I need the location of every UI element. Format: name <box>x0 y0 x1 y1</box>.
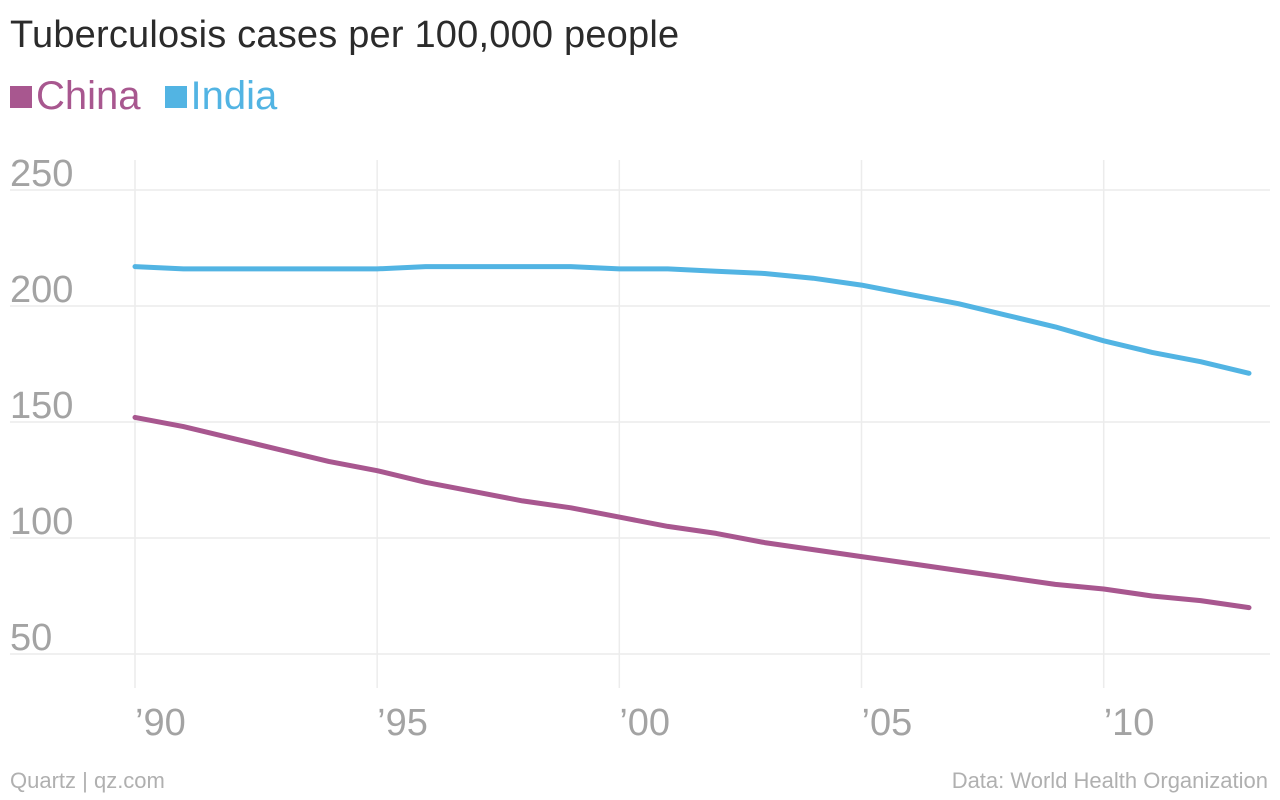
x-tick-label-1990: ’90 <box>135 702 186 744</box>
x-tick-label-2000: ’00 <box>619 702 670 744</box>
y-tick-label-200: 200 <box>10 269 73 311</box>
legend-label-china: China <box>36 74 141 118</box>
chart-title: Tuberculosis cases per 100,000 people <box>10 14 680 56</box>
legend-label-india: India <box>190 74 278 118</box>
legend: China India <box>10 74 301 119</box>
x-tick-label-2005: ’05 <box>862 702 913 744</box>
credit-text: Quartz | qz.com <box>10 768 165 793</box>
source-text: Data: World Health Organization <box>951 768 1268 793</box>
tick-labels: 50 100 150 200 250 ’90 ’95 ’00 ’05 ’10 <box>10 153 1154 744</box>
x-tick-label-2010: ’10 <box>1104 702 1155 744</box>
legend-item-china: China <box>10 74 141 119</box>
legend-swatch-india <box>164 85 187 108</box>
y-tick-label-50: 50 <box>10 617 52 659</box>
y-tick-label-250: 250 <box>10 153 73 195</box>
series-line-china <box>132 414 1252 611</box>
series-line-india <box>132 264 1252 376</box>
legend-swatch-china <box>10 85 32 108</box>
y-tick-label-100: 100 <box>10 501 73 543</box>
series-lines <box>132 264 1252 611</box>
gridlines <box>10 160 1270 688</box>
y-tick-label-150: 150 <box>10 385 73 427</box>
legend-item-india: India <box>164 74 278 119</box>
x-tick-label-1995: ’95 <box>377 702 428 744</box>
